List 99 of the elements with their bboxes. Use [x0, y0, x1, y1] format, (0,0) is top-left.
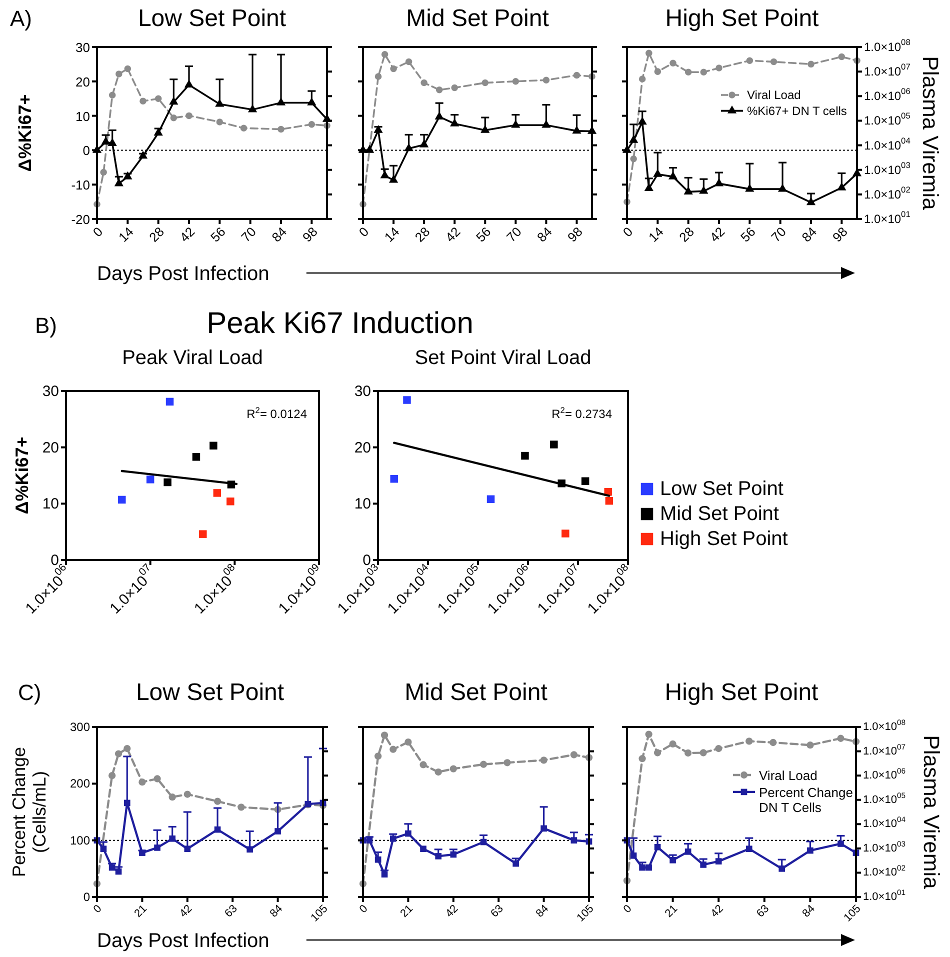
x-tick-label: 28 [676, 224, 697, 245]
x-tick-label: 0 [621, 902, 634, 916]
x-tick-label: 42 [708, 902, 726, 920]
x-tick-label: 84 [800, 902, 818, 920]
y2-axis-title: Plasma Viremia [918, 56, 943, 211]
y-tick-label: 10 [42, 495, 59, 512]
y2-tick-label: 1.0×10$^{04}$ [863, 815, 906, 830]
x-tick-label: 70 [238, 224, 259, 245]
annotation: R$^{2}$= 0.2734 [552, 405, 612, 421]
y-tick-label: 300 [70, 720, 90, 734]
legend-label: Low Set Point [660, 478, 784, 500]
y-tick-label: 30 [354, 382, 371, 400]
y2-tick-label: 1.0×10$^{02}$ [863, 864, 906, 879]
legend-label: Viral Load [759, 768, 818, 782]
y-tick-label: 200 [70, 776, 90, 791]
chart-title: Low Set Point [136, 679, 284, 706]
x-tick-label: 105 [574, 902, 596, 924]
x-tick-label: 63 [754, 902, 772, 920]
legend-label: Percent Change DN T Cells [759, 784, 853, 814]
y2-tick-label: 1.0×10$^{04}$ [864, 135, 911, 152]
y-tick-label: -20 [71, 212, 90, 226]
y2-tick-label: 1.0×10$^{06}$ [863, 766, 906, 782]
y2-tick-label: 1.0×10$^{05}$ [863, 790, 906, 806]
y2-tick-label: 1.0×10$^{06}$ [864, 86, 911, 104]
x-tick-label: 0 [620, 224, 636, 240]
y-tick-label: 10 [76, 108, 90, 124]
x-tick-label: 42 [706, 224, 728, 245]
y-tick-label: 30 [76, 40, 90, 54]
chart-title: Mid Set Point [406, 5, 550, 32]
text: C) [18, 680, 42, 705]
y-axis-title: Percent Change (Cells/mL) [9, 746, 50, 878]
x-tick-label: 42 [442, 224, 463, 245]
y-tick-label: 10 [354, 495, 371, 512]
y2-tick-label: 1.0×10$^{03}$ [863, 839, 906, 854]
x-tick-label: 56 [472, 224, 494, 245]
x-tick-label: 63 [222, 902, 240, 920]
y-tick-label: 20 [354, 438, 371, 456]
legend-label: Viral Load [747, 88, 801, 102]
x-tick-label: 98 [299, 224, 320, 245]
x-tick-label: 105 [842, 902, 864, 924]
y-tick-label: 20 [42, 438, 59, 456]
y2-tick-label: 1.0×10$^{01}$ [864, 209, 911, 226]
x-tick-label: 14 [115, 224, 136, 245]
y2-tick-label: 1.0×10$^{07}$ [864, 62, 911, 79]
y-tick-label: 0 [83, 890, 90, 904]
text: Peak Ki67 Induction [206, 307, 474, 340]
chart-title: Peak Viral Load [122, 347, 263, 369]
chart-title: High Set Point [665, 5, 820, 32]
y2-tick-label: 1.0×10$^{02}$ [864, 184, 911, 202]
legend-label: High Set Point [660, 528, 788, 550]
y2-tick-label: 1.0×10$^{03}$ [864, 160, 911, 177]
x-tick-label: 42 [176, 224, 198, 245]
x-tick-label: 70 [768, 224, 789, 245]
x-tick-label: 98 [829, 224, 850, 245]
annotation: R$^{2}$= 0.0124 [246, 405, 308, 421]
x-tick-label: 21 [662, 902, 680, 920]
chart-title: Set Point Viral Load [414, 347, 592, 369]
x-tick-label: 84 [268, 224, 290, 245]
x-tick-label: 42 [443, 902, 461, 920]
x-axis-title: Days Post Infection [97, 263, 270, 285]
x-tick-label: 84 [534, 224, 555, 245]
y-tick-label: 0 [82, 142, 90, 158]
y-axis-title: Δ%Ki67+ [15, 94, 35, 172]
x-tick-label: 84 [534, 902, 552, 920]
x-tick-label: 70 [503, 224, 524, 245]
y-axis-title: Δ%Ki67+ [12, 436, 32, 514]
y2-tick-label: 1.0×10$^{08}$ [863, 718, 906, 733]
x-tick-label: 21 [132, 902, 150, 920]
y-tick-label: 20 [76, 74, 90, 89]
x-tick-label: 56 [207, 224, 228, 245]
x-tick-label: 56 [737, 224, 758, 245]
y2-tick-label: 1.0×10$^{08}$ [864, 37, 911, 54]
x-tick-label: 0 [91, 902, 104, 916]
x-tick-label: 105 [308, 902, 330, 924]
y-tick-label: 30 [42, 382, 59, 400]
y2-axis-title: Plasma Viremia [919, 735, 944, 890]
x-tick-label: 84 [798, 224, 820, 245]
y-tick-label: -10 [71, 177, 90, 192]
chart-title: High Set Point [664, 679, 819, 706]
text: A) [10, 6, 32, 31]
x-tick-label: 42 [177, 902, 195, 920]
x-axis-title: Days Post Infection [97, 930, 270, 952]
x-tick-label: 63 [488, 902, 506, 920]
x-tick-label: 21 [398, 902, 416, 920]
x-tick-label: 84 [268, 902, 286, 920]
y2-tick-label: 1.0×10$^{05}$ [864, 110, 911, 128]
x-tick-label: 14 [381, 224, 402, 245]
x-tick-label: 98 [564, 224, 586, 245]
text: B) [35, 313, 57, 338]
x-tick-label: 28 [412, 224, 432, 245]
x-tick-label: 28 [146, 224, 167, 245]
chart-title: Mid Set Point [404, 679, 548, 706]
legend-label: %Ki67+ DN T cells [747, 104, 847, 118]
y-tick-label: 100 [70, 833, 90, 848]
y2-tick-label: 1.0×10$^{07}$ [863, 742, 906, 758]
y2-tick-label: 1.0×10$^{01}$ [863, 888, 906, 903]
legend-label: Mid Set Point [660, 503, 780, 526]
chart-title: Low Set Point [138, 5, 286, 32]
x-tick-label: 14 [645, 224, 666, 245]
